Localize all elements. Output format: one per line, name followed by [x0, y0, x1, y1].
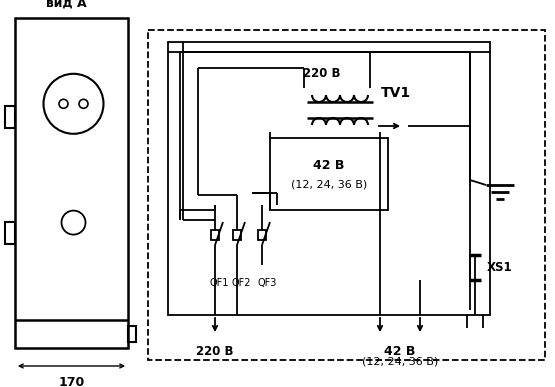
Text: 42 В: 42 В — [314, 159, 345, 172]
Text: 42 В: 42 В — [384, 345, 416, 358]
Text: (12, 24, 36 В): (12, 24, 36 В) — [291, 180, 367, 190]
Text: QF2: QF2 — [232, 278, 251, 288]
Text: XS1: XS1 — [487, 261, 513, 274]
Bar — [211, 230, 219, 240]
Text: (12, 24, 36 В): (12, 24, 36 В) — [362, 356, 438, 366]
Text: вид А: вид А — [46, 0, 87, 10]
Bar — [258, 230, 266, 240]
Bar — [270, 138, 388, 210]
Bar — [148, 30, 545, 360]
Bar — [128, 326, 136, 342]
Bar — [5, 221, 15, 243]
Bar — [168, 42, 490, 315]
Text: TV1: TV1 — [381, 86, 411, 100]
Bar — [5, 106, 15, 128]
Text: 220 В: 220 В — [303, 67, 341, 80]
Bar — [15, 18, 128, 348]
Bar — [233, 230, 241, 240]
Text: QF1: QF1 — [210, 278, 229, 288]
Text: 220 В: 220 В — [196, 345, 234, 358]
Text: QF3: QF3 — [257, 278, 276, 288]
Text: 170: 170 — [58, 376, 84, 387]
